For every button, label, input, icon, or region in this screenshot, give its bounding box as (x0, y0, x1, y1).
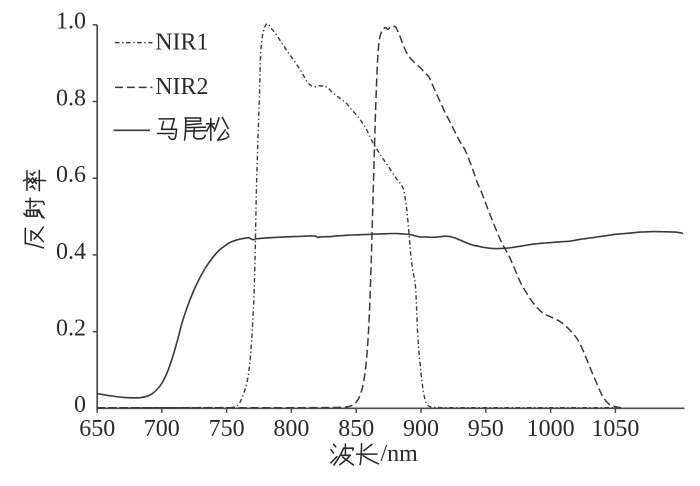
svg-text:NIR1: NIR1 (155, 29, 208, 55)
svg-text:0.2: 0.2 (56, 316, 86, 342)
svg-text:0.4: 0.4 (56, 239, 86, 265)
svg-text:/nm: /nm (381, 441, 419, 467)
svg-text:0.6: 0.6 (56, 162, 86, 188)
svg-text:1050: 1050 (591, 416, 639, 442)
svg-text:950: 950 (468, 416, 504, 442)
svg-text:900: 900 (403, 416, 439, 442)
svg-text:650: 650 (79, 416, 115, 442)
svg-text:NIR2: NIR2 (155, 74, 208, 100)
svg-text:1.0: 1.0 (56, 9, 86, 35)
svg-text:0.8: 0.8 (56, 85, 86, 111)
svg-text:800: 800 (273, 416, 309, 442)
svg-text:850: 850 (338, 416, 374, 442)
svg-text:1000: 1000 (527, 416, 575, 442)
svg-text:750: 750 (209, 416, 245, 442)
svg-text:700: 700 (144, 416, 180, 442)
svg-text:0: 0 (74, 392, 86, 418)
